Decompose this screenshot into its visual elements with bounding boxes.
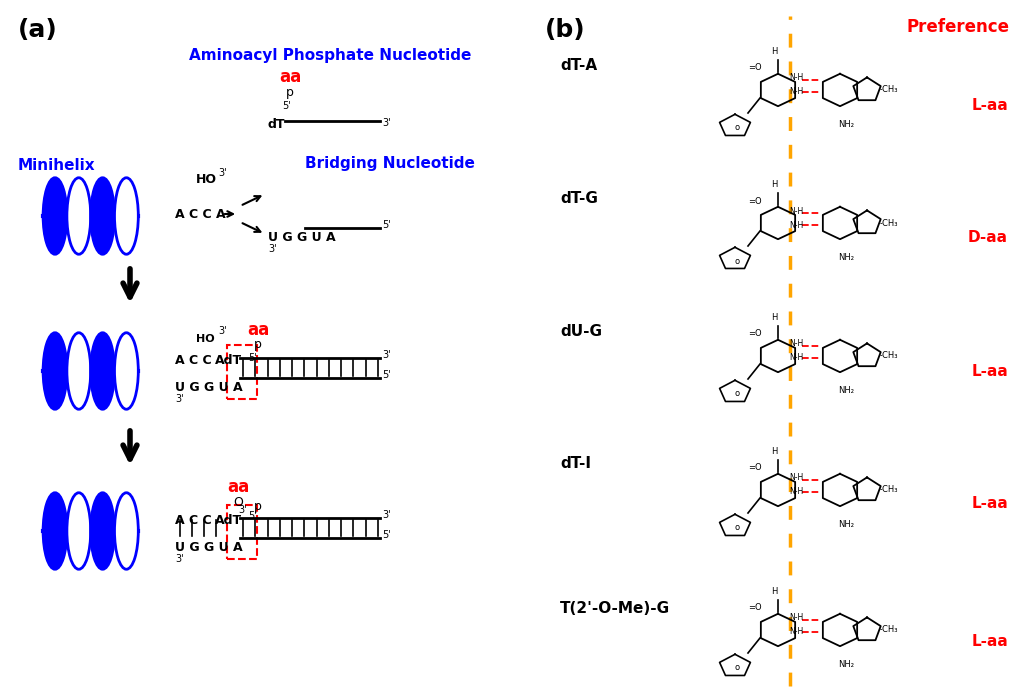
- Text: N-H: N-H: [788, 473, 803, 482]
- Text: 3': 3': [268, 244, 276, 254]
- Text: AdT: AdT: [215, 514, 242, 526]
- Text: dT-G: dT-G: [560, 191, 598, 206]
- Text: dT-I: dT-I: [560, 456, 591, 471]
- Text: -CH₃: -CH₃: [880, 351, 898, 361]
- Text: 3': 3': [238, 505, 247, 515]
- Ellipse shape: [115, 177, 138, 254]
- Text: 5': 5': [248, 511, 257, 521]
- Text: A C C: A C C: [175, 354, 212, 367]
- Text: dU-G: dU-G: [560, 324, 602, 339]
- Text: o: o: [734, 390, 739, 399]
- Ellipse shape: [67, 177, 91, 254]
- Text: =O: =O: [749, 63, 762, 72]
- Text: -CH₃: -CH₃: [880, 86, 898, 95]
- Text: 5': 5': [382, 530, 391, 540]
- Text: N-H: N-H: [788, 628, 803, 637]
- Ellipse shape: [115, 333, 138, 409]
- Text: N-H: N-H: [788, 88, 803, 97]
- Text: 3': 3': [382, 350, 390, 360]
- Text: 3': 3': [218, 168, 226, 178]
- Text: H: H: [771, 180, 777, 189]
- Text: =O: =O: [749, 196, 762, 205]
- Text: H: H: [771, 587, 777, 596]
- Text: U G G U A: U G G U A: [175, 541, 243, 554]
- Text: H: H: [771, 447, 777, 456]
- Text: 5': 5': [382, 370, 391, 380]
- Text: o: o: [734, 663, 739, 672]
- Text: p: p: [254, 338, 262, 351]
- Text: L-aa: L-aa: [971, 363, 1008, 379]
- Text: Bridging Nucleotide: Bridging Nucleotide: [305, 156, 475, 171]
- Text: 3': 3': [382, 118, 390, 128]
- Text: 5': 5': [248, 353, 257, 363]
- Ellipse shape: [43, 493, 67, 569]
- Ellipse shape: [91, 493, 115, 569]
- Text: NH₂: NH₂: [838, 520, 854, 529]
- Text: (b): (b): [545, 18, 586, 42]
- Text: N-H: N-H: [788, 221, 803, 230]
- Text: 3': 3': [218, 326, 226, 336]
- Ellipse shape: [91, 333, 115, 409]
- Text: HO: HO: [196, 173, 217, 186]
- Text: dT-A: dT-A: [560, 58, 597, 73]
- Text: Aminoacyl Phosphate Nucleotide: Aminoacyl Phosphate Nucleotide: [188, 48, 471, 63]
- Text: N-H: N-H: [788, 354, 803, 363]
- Text: N-H: N-H: [788, 74, 803, 83]
- Text: dT: dT: [268, 118, 286, 131]
- Text: (a): (a): [18, 18, 57, 42]
- Text: =O: =O: [749, 464, 762, 473]
- Text: U G G U A: U G G U A: [175, 381, 243, 394]
- Text: -CH₃: -CH₃: [880, 626, 898, 635]
- Text: 5': 5': [382, 220, 391, 230]
- Text: -CH₃: -CH₃: [880, 486, 898, 494]
- Text: o: o: [734, 523, 739, 532]
- Ellipse shape: [91, 177, 115, 254]
- Text: =O: =O: [749, 603, 762, 612]
- Text: O: O: [233, 496, 243, 509]
- Text: A C C: A C C: [175, 514, 212, 526]
- Text: L-aa: L-aa: [971, 496, 1008, 512]
- Ellipse shape: [67, 333, 91, 409]
- Text: AdT: AdT: [215, 354, 242, 367]
- Text: -CH₃: -CH₃: [880, 219, 898, 228]
- Text: N-H: N-H: [788, 613, 803, 622]
- Text: p: p: [254, 500, 262, 513]
- Text: D-aa: D-aa: [968, 230, 1008, 246]
- Text: L-aa: L-aa: [971, 633, 1008, 649]
- Text: A C C A: A C C A: [175, 207, 225, 221]
- Text: N-H: N-H: [788, 207, 803, 216]
- Text: aa: aa: [247, 321, 269, 339]
- Ellipse shape: [67, 493, 91, 569]
- Text: p: p: [286, 86, 294, 99]
- Text: aa: aa: [227, 478, 249, 496]
- Text: H: H: [771, 47, 777, 56]
- Text: H: H: [771, 313, 777, 322]
- Text: o: o: [734, 123, 739, 132]
- Text: NH₂: NH₂: [838, 386, 854, 395]
- Text: NH₂: NH₂: [838, 660, 854, 669]
- Text: NH₂: NH₂: [838, 120, 854, 129]
- Text: 5': 5': [282, 101, 291, 111]
- Text: N-H: N-H: [788, 487, 803, 496]
- Ellipse shape: [43, 333, 67, 409]
- Text: NH₂: NH₂: [838, 253, 854, 262]
- Text: T(2'-O-Me)-G: T(2'-O-Me)-G: [560, 601, 670, 616]
- Text: N-H: N-H: [788, 340, 803, 349]
- Text: HO: HO: [196, 334, 215, 344]
- Text: 3': 3': [175, 554, 183, 564]
- Text: U G G U A: U G G U A: [268, 231, 336, 244]
- Text: Minihelix: Minihelix: [18, 159, 95, 173]
- Text: Preference: Preference: [907, 18, 1010, 36]
- Text: o: o: [734, 257, 739, 265]
- Ellipse shape: [115, 493, 138, 569]
- Text: =O: =O: [749, 329, 762, 338]
- Text: 3': 3': [175, 394, 183, 404]
- Text: L-aa: L-aa: [971, 99, 1008, 113]
- Text: 3': 3': [382, 510, 390, 520]
- Ellipse shape: [43, 177, 67, 254]
- Text: aa: aa: [279, 68, 301, 86]
